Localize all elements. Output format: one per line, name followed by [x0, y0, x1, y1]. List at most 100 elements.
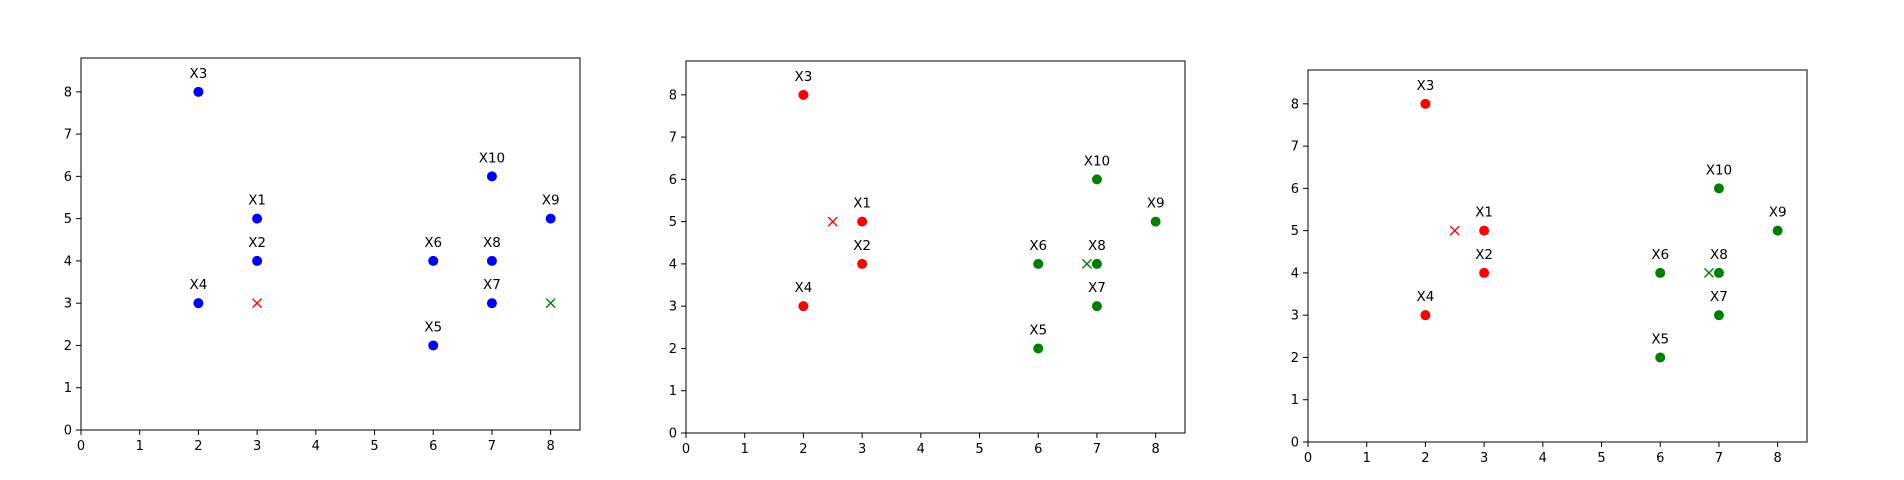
point-label: X10	[1706, 162, 1732, 178]
y-tick-label: 8	[1291, 97, 1299, 112]
x-tick-label: 6	[1034, 442, 1042, 457]
point-label: X8	[483, 235, 501, 251]
x-tick-label: 6	[429, 439, 437, 454]
data-point	[1479, 267, 1490, 278]
y-tick-label: 5	[669, 215, 677, 230]
data-point	[252, 213, 263, 224]
x-tick-label: 1	[136, 439, 144, 454]
y-tick-label: 3	[669, 300, 677, 315]
y-tick-label: 5	[64, 212, 72, 227]
x-tick-label: 5	[975, 442, 983, 457]
data-point	[545, 213, 556, 224]
axes-frame	[1307, 69, 1808, 443]
y-tick-label: 6	[64, 170, 72, 185]
x-tick-label: 3	[253, 439, 261, 454]
point-label: X5	[424, 319, 442, 335]
data-point	[1150, 216, 1161, 227]
point-label: X9	[1769, 205, 1787, 221]
centroid-marker	[1449, 225, 1460, 236]
data-point	[1420, 310, 1431, 321]
x-tick-label: 4	[917, 442, 925, 457]
point-label: X6	[1651, 247, 1669, 263]
x-tick-label: 7	[488, 439, 496, 454]
y-tick-label: 4	[64, 254, 72, 269]
data-point	[252, 255, 263, 266]
data-point	[428, 255, 439, 266]
x-tick-label: 0	[682, 442, 690, 457]
point-label: X4	[189, 277, 207, 293]
point-label: X4	[794, 280, 812, 296]
x-tick-label: 4	[1539, 451, 1547, 466]
point-label: X2	[248, 235, 266, 251]
y-tick-label: 3	[64, 297, 72, 312]
point-label: X1	[853, 196, 871, 212]
point-label: X7	[1710, 289, 1728, 305]
y-tick-label: 2	[669, 342, 677, 357]
data-point	[1091, 258, 1102, 269]
y-tick-label: 8	[669, 88, 677, 103]
data-point	[1713, 267, 1724, 278]
point-label: X8	[1088, 238, 1106, 254]
point-label: X9	[542, 193, 560, 209]
centroid-marker	[1703, 267, 1714, 278]
data-point	[1713, 310, 1724, 321]
data-point	[1772, 225, 1783, 236]
data-point	[1655, 267, 1666, 278]
data-point	[486, 298, 497, 309]
data-point	[1033, 258, 1044, 269]
data-point	[193, 298, 204, 309]
y-tick-label: 1	[669, 384, 677, 399]
x-tick-label: 3	[1480, 451, 1488, 466]
centroid-marker	[827, 216, 838, 227]
subplot-3: 0 1 2 3 4 5 6 7 8 0 1 2 3 4 5 6 7 8 X1 X2 X3 X4 X5 X6 X7 X8 X9 X10	[1291, 69, 1808, 466]
centroid-marker	[1081, 258, 1092, 269]
axes-frame	[80, 57, 581, 431]
y-tick-label: 7	[64, 128, 72, 143]
x-tick-label: 2	[1421, 451, 1429, 466]
data-point	[1420, 98, 1431, 109]
point-label: X6	[1029, 238, 1047, 254]
x-tick-label: 1	[741, 442, 749, 457]
point-label: X7	[483, 277, 501, 293]
point-label: X1	[248, 193, 266, 209]
data-point	[1091, 174, 1102, 185]
data-point	[193, 86, 204, 97]
y-tick-label: 1	[1291, 393, 1299, 408]
y-tick-label: 3	[1291, 309, 1299, 324]
x-tick-label: 2	[799, 442, 807, 457]
axes-frame	[685, 60, 1186, 434]
y-tick-label: 1	[64, 381, 72, 396]
x-tick-label: 7	[1715, 451, 1723, 466]
point-label: X3	[794, 69, 812, 85]
y-tick-label: 4	[669, 257, 677, 272]
data-point	[1033, 343, 1044, 354]
x-tick-label: 3	[858, 442, 866, 457]
x-tick-label: 8	[547, 439, 555, 454]
data-point	[486, 255, 497, 266]
y-tick-label: 7	[1291, 140, 1299, 155]
y-tick-label: 2	[1291, 351, 1299, 366]
x-tick-label: 8	[1774, 451, 1782, 466]
data-point	[1655, 352, 1666, 363]
x-tick-label: 8	[1152, 442, 1160, 457]
x-tick-label: 4	[312, 439, 320, 454]
point-label: X3	[1416, 78, 1434, 94]
point-label: X6	[424, 235, 442, 251]
data-point	[1713, 183, 1724, 194]
point-label: X3	[189, 66, 207, 82]
x-tick-label: 6	[1656, 451, 1664, 466]
point-label: X4	[1416, 289, 1434, 305]
centroid-marker	[252, 298, 263, 309]
x-tick-label: 7	[1093, 442, 1101, 457]
x-tick-label: 5	[1597, 451, 1605, 466]
x-tick-label: 1	[1363, 451, 1371, 466]
x-tick-label: 2	[194, 439, 202, 454]
point-label: X2	[1475, 247, 1493, 263]
subplot-1: 0 1 2 3 4 5 6 7 8 0 1 2 3 4 5 6 7 8 X1 X2 X3 X4 X5 X6 X7 X8 X9 X10	[64, 57, 581, 454]
point-label: X9	[1147, 196, 1165, 212]
point-label: X1	[1475, 205, 1493, 221]
data-point	[428, 340, 439, 351]
data-point	[857, 258, 868, 269]
y-tick-label: 7	[669, 131, 677, 146]
